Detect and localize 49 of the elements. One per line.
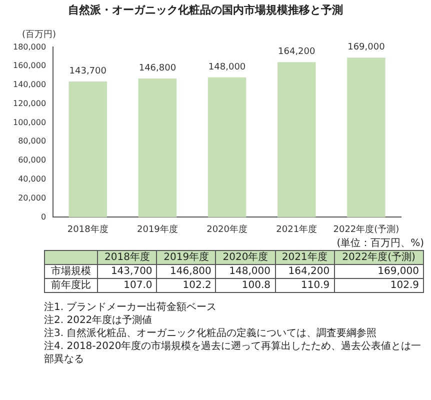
y-tick-label: 100,000	[12, 118, 46, 127]
bar	[277, 62, 316, 218]
text: 107.0	[98, 278, 157, 292]
data-label: 146,800	[138, 63, 176, 74]
y-tick-label: 0	[40, 212, 46, 222]
x-tick-label: 2019年度	[137, 224, 178, 235]
y-tick-label: 160,000	[12, 61, 46, 70]
text: 102.9	[334, 278, 424, 292]
x-tick-label: 2018年度	[67, 224, 108, 235]
y-tick-label: 180,000	[12, 42, 46, 52]
y-tick-label: 20,000	[18, 193, 46, 202]
category-label: 2022年度(予測)	[342, 252, 416, 263]
text: 146,800	[170, 266, 212, 277]
text: 市場規模	[44, 264, 98, 278]
category-label: 2018年度	[104, 252, 150, 263]
y-axis-title: (百万円)	[22, 30, 56, 40]
data-label: 164,200	[278, 46, 316, 57]
text: 110.9	[275, 278, 334, 292]
data-label: 148,000	[208, 62, 246, 72]
data-label: 169,000	[348, 42, 386, 52]
y-tick-label: 120,000	[12, 98, 46, 108]
chart-title: 自然派・オーガニック化粧品の国内市場規模推移と予測	[68, 3, 343, 16]
text: 164,200	[288, 266, 330, 277]
category-label: 2021年度	[282, 252, 328, 263]
text: 143,700	[110, 266, 152, 277]
text: 169,000	[378, 266, 419, 277]
category-label: 2020年度	[222, 252, 268, 263]
x-tick-label: 2020年度	[206, 224, 248, 235]
y-tick-label: 80,000	[18, 136, 46, 146]
text: 注3. 自然派化粧品、オーガニック化粧品の定義については、調査要綱参照	[44, 327, 378, 340]
y-tick-label: 140,000	[12, 80, 46, 90]
data-label: 143,700	[69, 66, 107, 76]
text: 148,000	[229, 266, 271, 277]
text: 注1. ブランドメーカー出荷金額ベース	[44, 301, 218, 314]
text: 102.2	[156, 278, 216, 292]
category-label: 2019年度	[164, 252, 210, 263]
y-tick-label: 40,000	[18, 174, 46, 184]
bar	[347, 58, 386, 218]
y-tick-label: 60,000	[18, 156, 46, 165]
text: 100.8	[216, 278, 276, 292]
bar	[68, 81, 108, 218]
text: 注2. 2022年度は予測値	[44, 314, 154, 327]
x-tick-label: 2022年度(予測)	[333, 224, 400, 235]
bar	[138, 78, 177, 218]
bar	[208, 77, 246, 218]
text: 前年度比	[44, 278, 98, 292]
text: (単位：百万円、%)	[336, 238, 424, 250]
x-tick-label: 2021年度	[276, 224, 318, 235]
text: 注4. 2018-2020年度の市場規模を過去に遡って再算出したため、過去公表値とは一部異なる	[44, 340, 422, 366]
